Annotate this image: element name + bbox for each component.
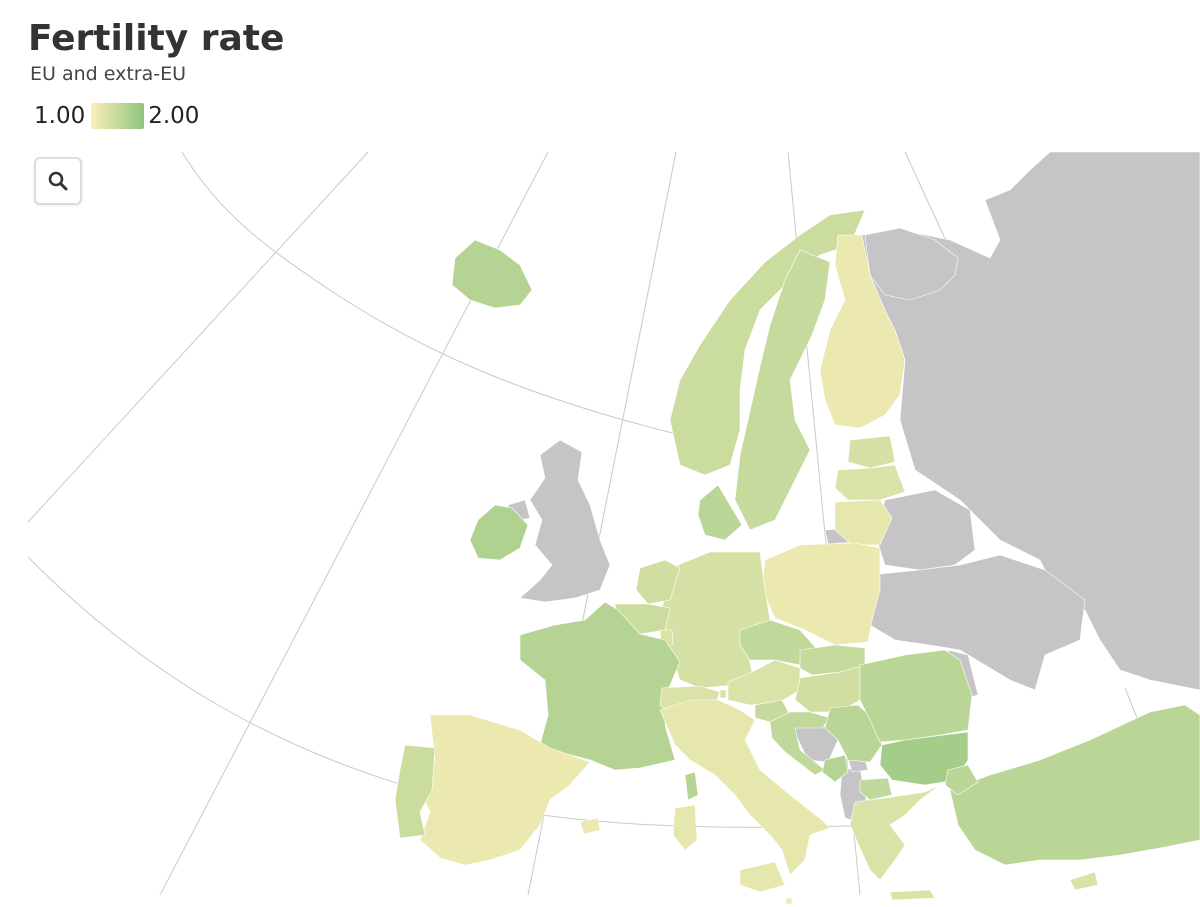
region-montenegro — [821, 754, 849, 783]
legend-min-label: 1.00 — [34, 103, 86, 129]
region-russia-kola — [864, 227, 959, 301]
region-croatia — [769, 711, 831, 776]
region-russia — [861, 152, 1200, 691]
map-subtitle: EU and extra-EU — [30, 63, 187, 85]
region-lithuania — [834, 499, 893, 546]
legend-max-label: 2.00 — [148, 103, 200, 129]
region-france — [519, 601, 681, 771]
europe-map[interactable] — [0, 152, 1200, 907]
graticule-line — [27, 152, 369, 523]
region-ukraine — [869, 554, 1086, 691]
region-norway — [669, 209, 866, 476]
region-turkiye — [949, 704, 1200, 866]
region-poland — [761, 542, 881, 646]
search-icon — [48, 171, 68, 191]
region-cyprus — [1069, 871, 1099, 891]
region-ireland — [469, 504, 529, 561]
region-turkiye-thrace — [944, 764, 979, 796]
region-romania — [859, 649, 973, 743]
legend-gradient-bar — [91, 103, 145, 129]
country-layer — [394, 209, 1200, 905]
map-title: Fertility rate — [28, 18, 285, 59]
region-finland — [819, 234, 906, 429]
no-data-regions — [507, 152, 1200, 823]
region-iceland — [451, 239, 533, 309]
region-denmark — [697, 484, 743, 541]
color-legend: 1.00 2.00 — [34, 101, 199, 131]
region-liechtenstein — [719, 689, 727, 699]
region-corsica — [684, 771, 699, 801]
region-portugal — [394, 744, 436, 839]
region-estonia — [847, 435, 896, 469]
region-malta — [785, 897, 793, 905]
region-italy — [659, 699, 831, 876]
zoom-button[interactable] — [34, 157, 82, 205]
region-sardinia — [672, 804, 698, 851]
region-balearics — [579, 817, 601, 835]
graticule-line — [904, 152, 949, 246]
region-united-kingdom — [519, 439, 611, 603]
region-crete — [889, 889, 936, 901]
region-north-macedonia — [859, 777, 893, 801]
region-serbia — [824, 704, 883, 763]
region-spain — [419, 714, 591, 866]
region-latvia — [834, 464, 906, 501]
region-sicily — [739, 861, 786, 893]
region-netherlands — [635, 559, 681, 605]
region-belarus — [874, 489, 976, 571]
region-greece — [849, 784, 941, 881]
graticule-line — [181, 152, 681, 436]
region-sweden — [734, 249, 831, 531]
